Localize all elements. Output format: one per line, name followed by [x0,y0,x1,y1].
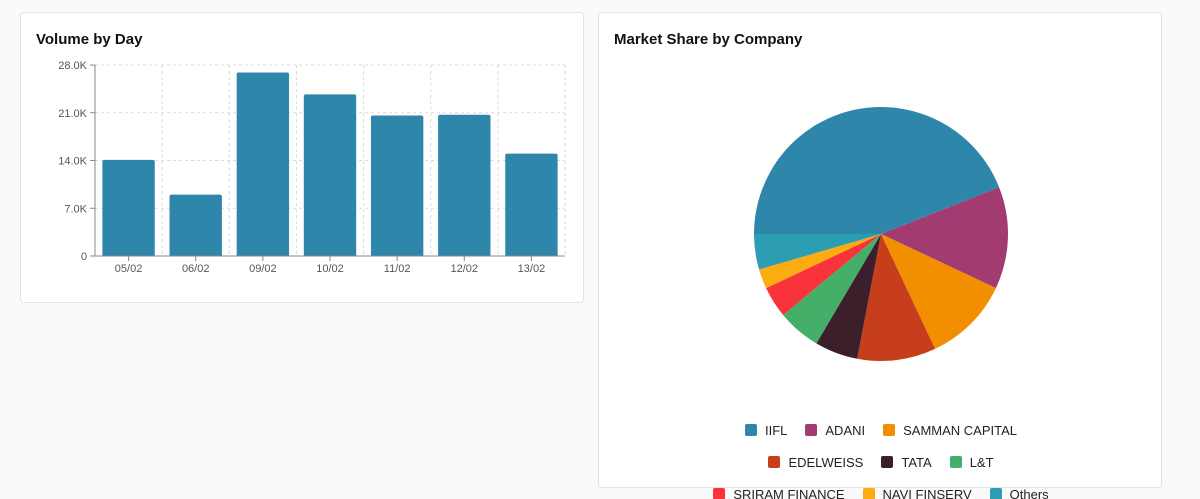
legend-label: Others [1009,486,1049,499]
pie-slice-adani[interactable] [881,187,1008,289]
legend-item-navi-finserv[interactable]: NAVI FINSERV [862,485,972,499]
legend-swatch [949,456,962,468]
legend-swatch [862,488,875,499]
legend-item-tata[interactable]: TATA [881,453,932,471]
legend-label: ADANI [825,422,866,438]
legend-item-others[interactable]: Others [989,485,1049,499]
bar-11/02[interactable] [370,115,424,256]
legend-label: SAMMAN CAPITAL [903,422,1018,438]
legend-swatch [805,424,818,436]
volume-by-day-card: Volume by Day 0 7.0K 14.0K 21.0K 28.0K 05/02 0… [20,12,584,303]
y-tick-label: 28.0K [58,60,87,72]
x-tick-label: 11/02 [384,263,411,275]
bar-13/02[interactable] [505,153,558,256]
x-tick-label: 13/02 [518,263,546,275]
volume-bar-chart: 0 7.0K 14.0K 21.0K 28.0K 05/02 06/02 09/02 10/02… [58,60,566,275]
legend-label: NAVI FINSERV [882,486,972,499]
x-tick-label: 09/02 [249,263,277,275]
market-share-pie-chart [754,107,1008,361]
bar-05/02[interactable] [102,159,155,256]
market-share-card: Market Share by Company IIFL ADANI SAMMAN … [598,12,1162,499]
legend-item-iifl[interactable]: IIFL [744,421,788,439]
legend-label: EDELWEISS [788,454,864,470]
pie-slice-navi-finserv[interactable] [759,234,881,289]
y-tick-label: 0 [81,251,87,263]
pie-slice-others[interactable] [754,234,881,270]
x-tick-label: 06/02 [182,263,210,275]
legend-swatch [989,488,1002,499]
pie-slice-tata[interactable] [816,234,881,359]
pie-slice-edelweiss[interactable] [857,234,936,361]
legend-label: TATA [901,454,932,470]
pie-slice-iifl[interactable] [754,107,1000,234]
legend-label: SRIRAM FINANCE [733,486,845,499]
x-tick-label: 10/02 [316,263,344,275]
legend-item-samman-capital[interactable]: SAMMAN CAPITAL [883,421,1017,439]
bar-10/02[interactable] [303,94,357,256]
pie-legend: IIFL ADANI SAMMAN CAPITAL EDELWEISS TATA L&T S… [599,421,1163,499]
bar-12/02[interactable] [438,114,491,257]
pie-slice-l-t[interactable] [783,234,881,344]
legend-item-sriram-finance[interactable]: SRIRAM FINANCE [713,485,845,499]
legend-swatch [713,488,726,499]
legend-swatch [744,424,757,436]
legend-label: IIFL [764,422,788,438]
legend-item-l-t[interactable]: L&T [949,453,994,471]
volume-chart-title: Volume by Day [36,31,143,48]
legend-swatch [883,424,896,436]
market-share-chart-title: Market Share by Company [614,31,803,48]
y-tick-label: 7.0K [64,203,87,215]
x-tick-label: 12/02 [451,263,479,275]
legend-item-adani[interactable]: ADANI [805,421,865,439]
y-tick-label: 14.0K [58,156,87,168]
pie-slice-sriram-finance[interactable] [766,234,881,315]
x-tick-label: 05/02 [115,263,143,275]
legend-item-edelweiss[interactable]: EDELWEISS [768,453,863,471]
legend-swatch [881,456,894,468]
bar-09/02[interactable] [236,72,290,256]
legend-label: L&T [969,454,994,470]
legend-swatch [768,456,781,468]
bar-06/02[interactable] [169,194,222,256]
pie-slice-samman-capital[interactable] [881,234,996,349]
y-tick-label: 21.0K [58,108,87,120]
